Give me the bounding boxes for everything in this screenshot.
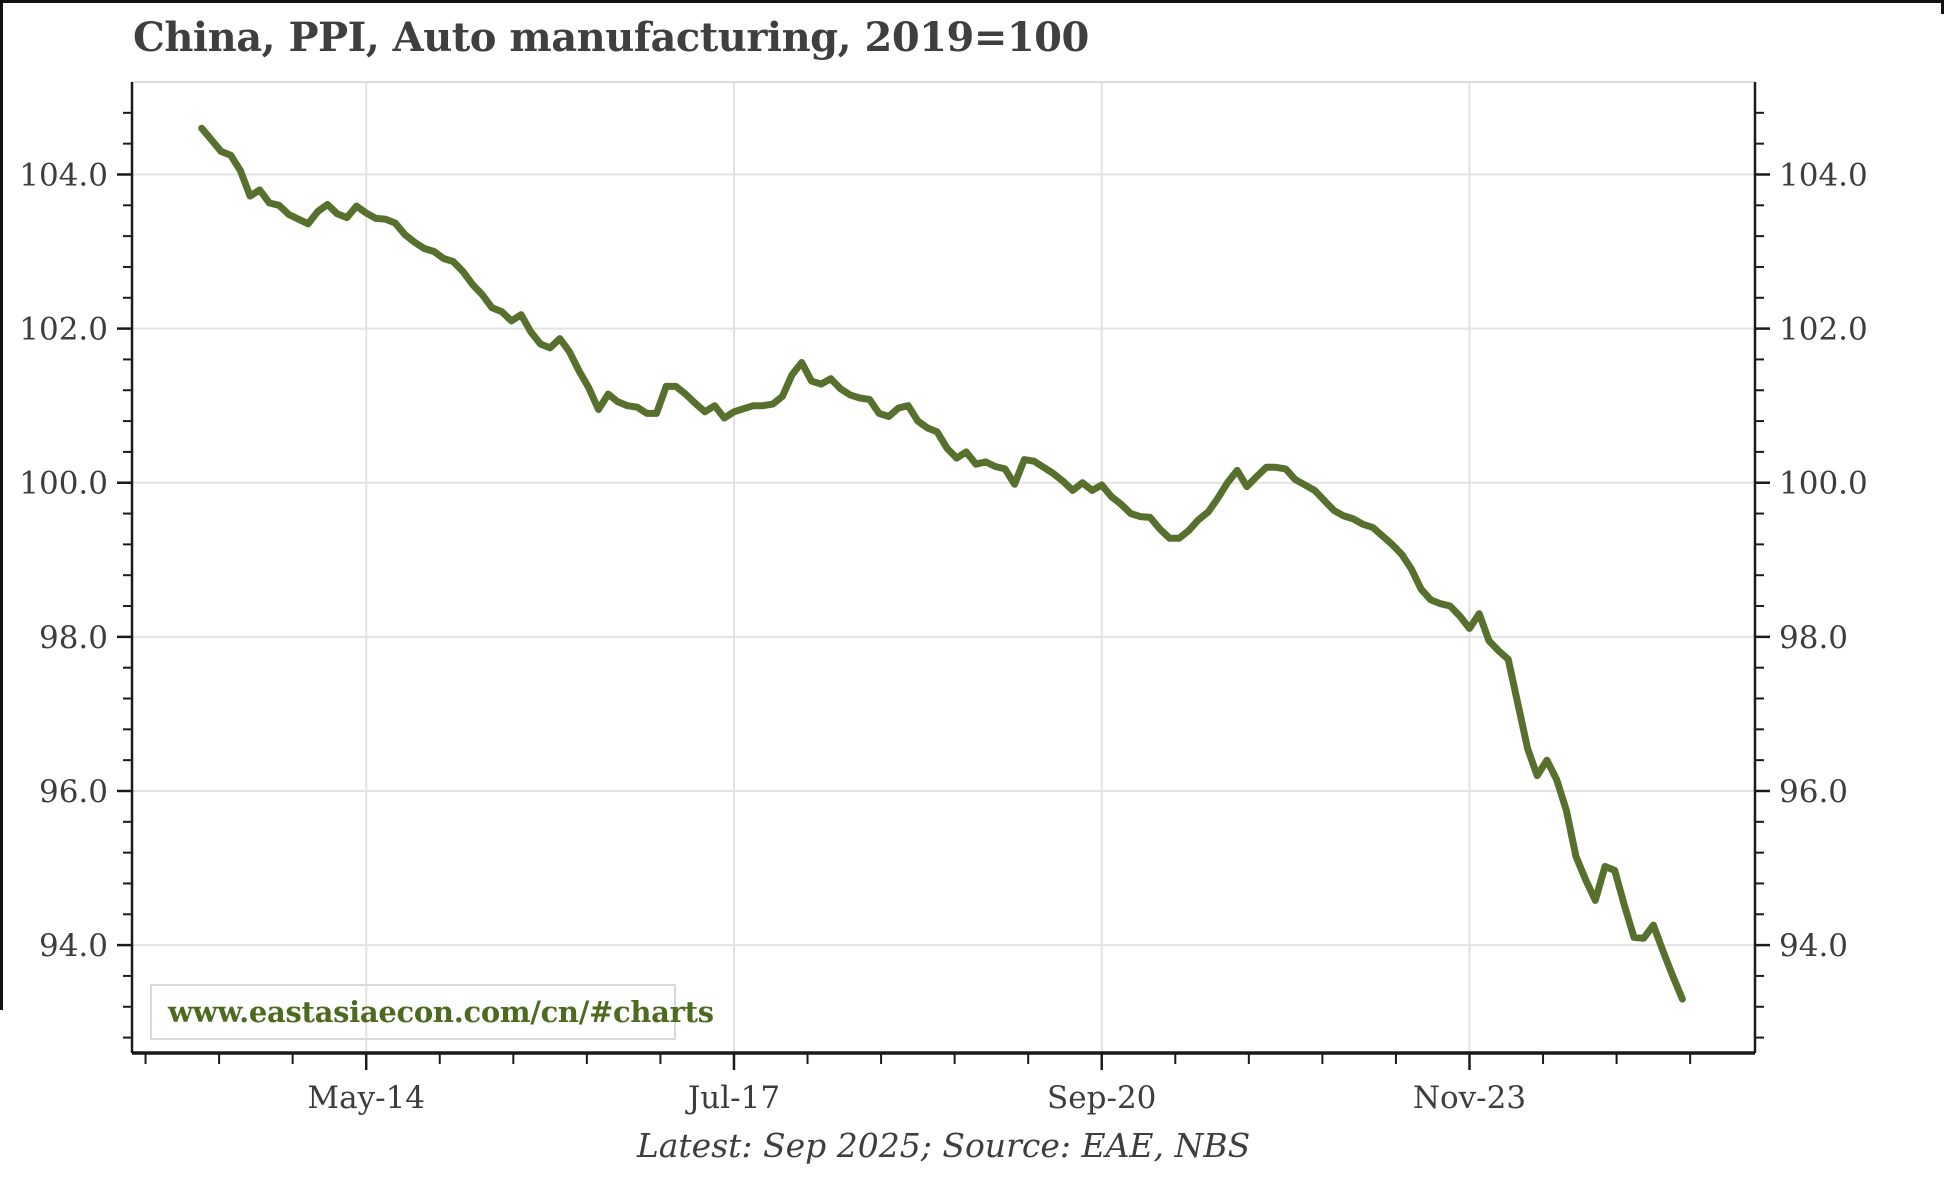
y-tick-label-left: 104.0 <box>19 157 108 193</box>
x-tick-label: Sep-20 <box>1047 1080 1156 1116</box>
x-tick-label: May-14 <box>307 1080 425 1116</box>
y-tick-label-left: 102.0 <box>19 312 108 348</box>
y-tick-label-right: 94.0 <box>1779 928 1848 964</box>
y-tick-label-right: 98.0 <box>1779 620 1848 656</box>
y-tick-label-right: 100.0 <box>1779 466 1868 502</box>
y-tick-label-left: 96.0 <box>39 774 108 810</box>
watermark-text: www.eastasiaecon.com/cn/#charts <box>168 995 714 1029</box>
y-tick-label-left: 94.0 <box>39 928 108 964</box>
y-tick-label-left: 100.0 <box>19 466 108 502</box>
source-note: Latest: Sep 2025; Source: EAE, NBS <box>636 1126 1251 1165</box>
window-border-right <box>1941 0 1944 14</box>
y-tick-label-right: 102.0 <box>1779 312 1868 348</box>
y-tick-label-right: 104.0 <box>1779 157 1868 193</box>
ppi-auto-series-line <box>198 124 1686 1003</box>
window-border-top <box>0 0 1944 3</box>
x-tick-label: Nov-23 <box>1413 1080 1526 1116</box>
x-tick-label: Jul-17 <box>685 1080 780 1116</box>
watermark-link[interactable]: www.eastasiaecon.com/cn/#charts <box>150 984 714 1040</box>
y-tick-label-right: 96.0 <box>1779 774 1848 810</box>
y-tick-label-left: 98.0 <box>39 620 108 656</box>
chart-title: China, PPI, Auto manufacturing, 2019=100 <box>133 14 1089 61</box>
window-border-left <box>0 0 3 1010</box>
